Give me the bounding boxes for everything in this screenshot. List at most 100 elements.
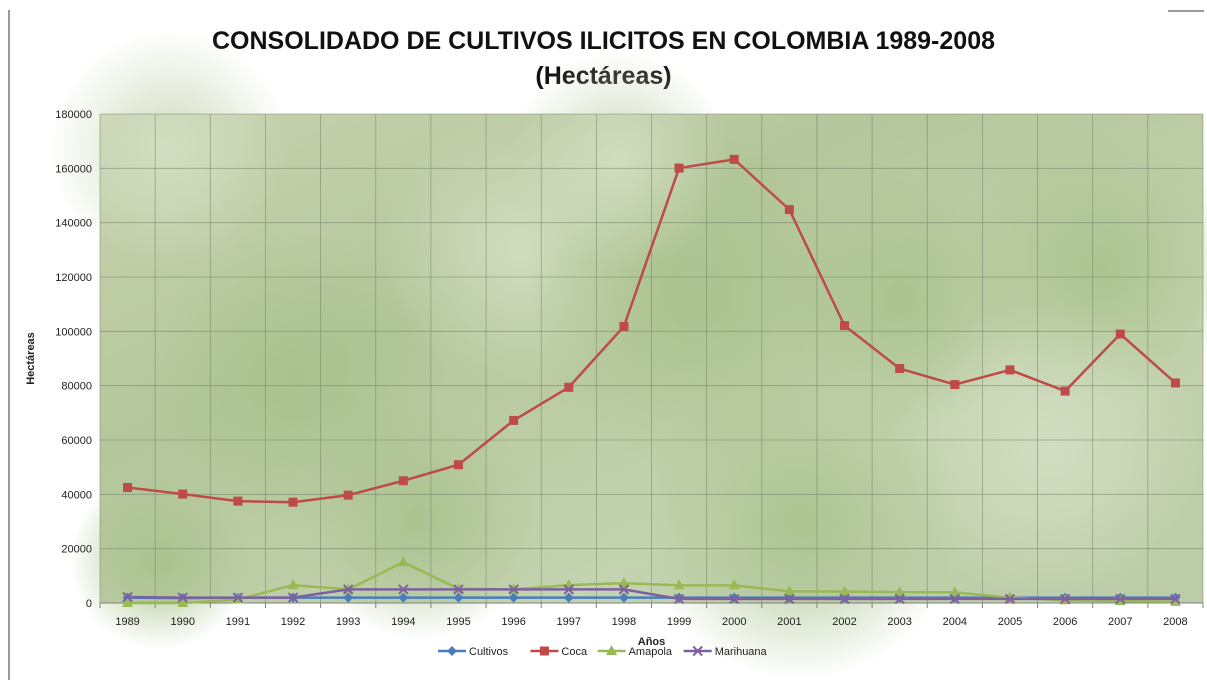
marihuana-point <box>398 584 409 595</box>
amapola-point <box>783 585 795 596</box>
marihuana-point <box>673 593 685 605</box>
coca-line <box>127 158 1177 504</box>
legend-label: Marihuana <box>715 646 768 658</box>
amapola-point <box>949 586 961 597</box>
x-tick-label: 2001 <box>777 616 801 628</box>
coca-point <box>288 497 298 507</box>
coca-point <box>784 205 794 215</box>
x-tick-label: 1999 <box>667 616 691 628</box>
marihuana-point <box>232 592 244 603</box>
series-coca <box>123 154 1180 507</box>
cultivos-point <box>453 592 464 603</box>
series-marihuana <box>122 584 1181 605</box>
marihuana-point <box>618 584 630 595</box>
amapola-point <box>673 579 685 590</box>
coca-point <box>729 154 739 164</box>
coca-point <box>840 321 850 331</box>
coca-point <box>674 163 684 173</box>
legend-item-marihuana: Marihuana <box>683 645 768 658</box>
x-tick-label: 2002 <box>832 616 856 628</box>
coca-point <box>564 382 574 392</box>
left-border-rule <box>8 10 10 680</box>
x-tick-label: 1997 <box>557 616 581 628</box>
marihuana-point <box>287 592 299 603</box>
marihuana-point <box>894 593 905 605</box>
amapola-point <box>618 577 630 588</box>
coca-point <box>453 460 463 470</box>
y-tick-label: 100000 <box>55 326 92 338</box>
x-tick-label: 1992 <box>281 616 305 628</box>
y-tick-label: 140000 <box>55 218 92 230</box>
legend-item-cultivos: Cultivos <box>438 646 509 658</box>
x-tick-label: 1995 <box>446 616 470 628</box>
chart-title: CONSOLIDADO DE CULTIVOS ILICITOS EN COLO… <box>212 27 995 55</box>
x-tick-label: 1989 <box>115 616 139 628</box>
legend-item-amapola: Amapola <box>597 645 673 658</box>
amapola-point <box>122 597 134 607</box>
cultivos-point <box>508 592 519 603</box>
legend-item-coca: Coca <box>530 646 588 658</box>
legend-swatch-marker <box>539 646 549 656</box>
marihuana-point <box>839 593 850 605</box>
x-tick-label: 1990 <box>170 616 194 628</box>
marihuana-point <box>563 584 574 595</box>
amapola-point <box>287 579 299 590</box>
x-tick-label: 2003 <box>887 616 911 628</box>
coca-point <box>398 476 408 486</box>
marihuana-point <box>1004 593 1016 605</box>
y-axis-ticks: 0 20000 40000 60000 80000 100000 120000 140000 1… <box>55 109 92 610</box>
coca-point <box>1005 365 1015 375</box>
x-tick-label: 1991 <box>226 616 250 628</box>
coca-point <box>233 496 243 506</box>
y-tick-label: 120000 <box>55 272 92 284</box>
amapola-point <box>728 579 740 590</box>
coca-point <box>343 490 353 500</box>
amapola-point <box>839 585 851 596</box>
legend-swatch-marker <box>692 645 703 657</box>
series-group <box>122 154 1181 607</box>
background-leaf <box>50 30 290 270</box>
legend: Cultivos Coca Amapola Marihuana <box>438 645 768 658</box>
x-tick-label: 1994 <box>391 616 415 628</box>
marihuana-point <box>1170 593 1181 605</box>
legend-label: Coca <box>561 646 588 658</box>
x-tick-label: 2006 <box>1053 616 1077 628</box>
marihuana-point <box>453 584 464 595</box>
x-tick-label: 2004 <box>943 616 967 628</box>
x-tick-label: 1996 <box>501 616 525 628</box>
y-tick-label: 40000 <box>61 489 92 501</box>
amapola-point <box>1169 595 1181 606</box>
background-leaf <box>900 300 1200 600</box>
y-axis-label: Hectáreas <box>25 332 37 385</box>
y-tick-label: 60000 <box>61 435 92 447</box>
coca-point <box>619 321 629 331</box>
amapola-point <box>894 586 906 597</box>
x-axis-label: Años <box>638 636 666 648</box>
marihuana-point <box>949 593 961 605</box>
marihuana-point <box>1059 593 1071 605</box>
x-tick-label: 2005 <box>998 616 1022 628</box>
y-tick-label: 180000 <box>55 109 92 121</box>
coca-point <box>1060 386 1070 396</box>
marihuana-point <box>508 584 519 595</box>
background-leaf <box>70 470 250 650</box>
marihuana-line <box>127 588 1176 601</box>
coca-point <box>178 489 188 499</box>
cultivos-point <box>398 592 409 603</box>
background-leaf <box>510 50 730 270</box>
y-tick-label: 160000 <box>55 163 92 175</box>
cultivos-point <box>618 592 629 603</box>
legend-label: Cultivos <box>469 646 509 658</box>
x-axis-ticks: 1989 1990 1991 1992 1993 1994 1995 1996 1997 1998… <box>115 616 1187 628</box>
y-tick-label: 80000 <box>61 381 92 393</box>
coca-point <box>509 415 519 425</box>
x-tick-label: 2000 <box>722 616 746 628</box>
background-leaf <box>300 400 540 640</box>
coca-point <box>950 380 960 390</box>
cultivos-point <box>343 592 354 603</box>
y-tick-label: 20000 <box>61 544 92 556</box>
legend-swatch-marker <box>606 645 618 655</box>
coca-point <box>123 483 133 493</box>
gridlines <box>99 113 1204 608</box>
